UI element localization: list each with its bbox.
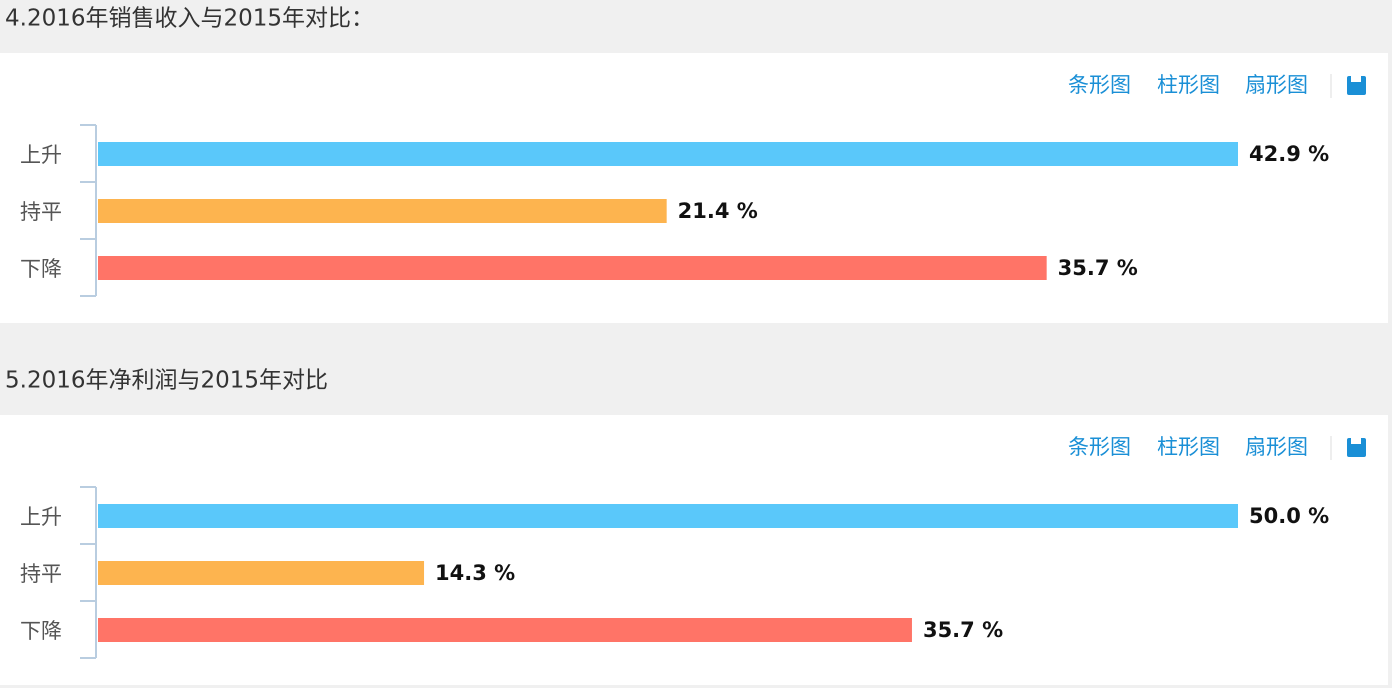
save-icon-slot [1351, 438, 1361, 444]
value-label: 35.7 % [1058, 256, 1138, 280]
bar [98, 256, 1047, 280]
bar [98, 618, 912, 642]
header-bg [0, 0, 1392, 53]
value-label: 21.4 % [678, 199, 758, 223]
chart-type-button[interactable]: 条形图 [1068, 73, 1131, 97]
category-label: 下降 [20, 619, 62, 643]
chart-type-button[interactable]: 条形图 [1068, 435, 1131, 459]
bar [98, 504, 1238, 528]
category-label: 持平 [20, 200, 62, 224]
section-title: 4.2016年销售收入与2015年对比： [5, 6, 374, 32]
category-label: 持平 [20, 562, 62, 586]
chart-type-button[interactable]: 扇形图 [1245, 73, 1308, 97]
bar [98, 561, 425, 585]
header-bg [0, 362, 1392, 415]
value-label: 50.0 % [1249, 504, 1329, 528]
category-label: 上升 [20, 505, 62, 529]
section-title: 5.2016年净利润与2015年对比 [5, 368, 328, 394]
value-label: 42.9 % [1249, 142, 1329, 166]
bar [98, 199, 667, 223]
value-label: 14.3 % [435, 561, 515, 585]
value-label: 35.7 % [923, 618, 1003, 642]
category-label: 上升 [20, 143, 62, 167]
bar [98, 142, 1238, 166]
chart-type-button[interactable]: 柱形图 [1157, 73, 1220, 97]
chart-type-button[interactable]: 扇形图 [1245, 435, 1308, 459]
category-label: 下降 [20, 257, 62, 281]
chart-type-button[interactable]: 柱形图 [1157, 435, 1220, 459]
save-icon-slot [1351, 76, 1361, 82]
